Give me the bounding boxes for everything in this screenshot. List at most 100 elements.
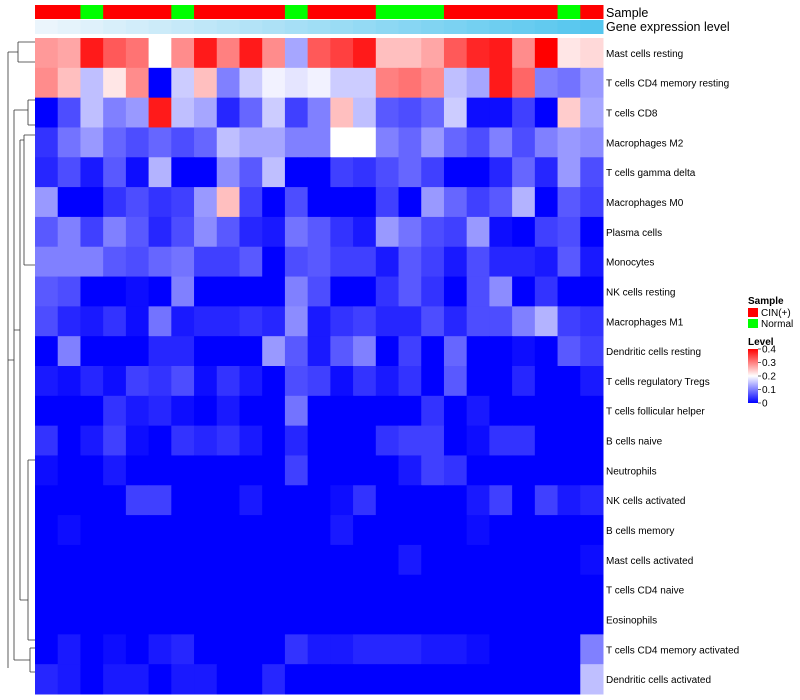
heatmap-cell (580, 67, 604, 99)
heatmap-cell (330, 157, 354, 188)
heatmap-cell (557, 366, 581, 397)
heatmap-cell (489, 366, 513, 397)
heatmap-cell (375, 216, 400, 248)
heatmap-cell (216, 574, 240, 606)
sample-track-cell (534, 5, 559, 19)
heatmap-cell (148, 395, 172, 427)
heatmap-cell (171, 216, 195, 248)
heatmap-cell (307, 574, 331, 606)
dendrogram-branch (14, 99, 35, 126)
heatmap-cell (534, 38, 559, 69)
heatmap-cell (262, 604, 286, 635)
heatmap-cell (262, 515, 286, 546)
heatmap-cell (171, 67, 195, 99)
heatmap-cell (171, 97, 195, 128)
heatmap-cell (216, 395, 240, 427)
heatmap-cell (171, 425, 195, 456)
heatmap-cell (443, 97, 468, 128)
heatmap-cell (307, 246, 331, 278)
heatmap-cell (330, 187, 354, 218)
heatmap-cell (57, 515, 81, 546)
heatmap-cell (443, 38, 468, 69)
heatmap-cell (489, 664, 513, 695)
heatmap-cell (398, 187, 422, 218)
heatmap-cell (489, 216, 513, 248)
heatmap-cell (466, 127, 490, 158)
heatmap-cell (262, 276, 286, 307)
heatmap-cell (557, 97, 581, 128)
colorbar-tick-label: 0.4 (762, 345, 776, 356)
expression-track-cell (216, 20, 240, 34)
heatmap-cell (330, 366, 354, 397)
heatmap-cell (171, 157, 195, 188)
heatmap-cell (103, 515, 127, 546)
heatmap-cell (466, 515, 490, 546)
expression-track-cell (557, 20, 581, 34)
heatmap-cell (216, 485, 240, 516)
heatmap-cell (239, 97, 263, 128)
heatmap-cell (262, 366, 286, 397)
heatmap-cell (284, 306, 309, 337)
heatmap-cell (534, 336, 559, 367)
heatmap-cell (148, 485, 172, 516)
dendrogram-branch (20, 459, 35, 641)
heatmap-cell (398, 485, 422, 516)
heatmap-cell (148, 97, 172, 128)
heatmap-cell (375, 664, 400, 695)
heatmap-cell (171, 634, 195, 665)
heatmap-cell (103, 67, 127, 99)
sample-track-cell (148, 5, 172, 19)
heatmap-cell (512, 455, 536, 486)
heatmap-cell (398, 276, 422, 307)
heatmap-cell (125, 276, 150, 307)
heatmap-cell (580, 485, 604, 516)
heatmap-cell (466, 485, 490, 516)
sample-track-cell (80, 5, 104, 19)
heatmap-cell (194, 455, 218, 486)
heatmap-cell (262, 157, 286, 188)
heatmap-cell (239, 574, 263, 606)
heatmap-cell (148, 187, 172, 218)
heatmap-cell (466, 67, 490, 99)
heatmap-cell (330, 127, 354, 158)
heatmap-cell (194, 157, 218, 188)
heatmap-cell (353, 604, 377, 635)
expression-track-cell (512, 20, 536, 34)
heatmap-cell (194, 306, 218, 337)
expression-annotation-track (35, 20, 604, 34)
heatmap-cell (534, 366, 559, 397)
row-label: NK cells resting (606, 288, 675, 299)
heatmap-cell (148, 664, 172, 695)
heatmap-cell (148, 246, 172, 278)
heatmap-cell (307, 425, 331, 456)
heatmap-cell (171, 395, 195, 427)
expression-track-cell (421, 20, 445, 34)
heatmap-cell (171, 336, 195, 367)
heatmap-cell (353, 127, 377, 158)
heatmap-cell (512, 157, 536, 188)
heatmap-cell (125, 127, 150, 158)
heatmap-cell (353, 67, 377, 99)
heatmap-cell (398, 246, 422, 278)
heatmap-cell (307, 38, 331, 69)
heatmap-cell (103, 634, 127, 665)
heatmap-cell (239, 187, 263, 218)
heatmap-cell (534, 425, 559, 456)
heatmap-cell (398, 157, 422, 188)
heatmap-cell (489, 634, 513, 665)
heatmap-cell (103, 574, 127, 606)
heatmap-cell (353, 634, 377, 665)
heatmap-cell (262, 127, 286, 158)
heatmap-cell (557, 604, 581, 635)
heatmap-cell (148, 366, 172, 397)
heatmap-cell (375, 544, 400, 576)
heatmap-cell (421, 187, 445, 218)
heatmap-cell (35, 485, 59, 516)
sample-track-cell (307, 5, 331, 19)
heatmap-cell (148, 574, 172, 606)
heatmap-cell (125, 664, 150, 695)
sample-track-cell (557, 5, 581, 19)
heatmap-cell (307, 634, 331, 665)
row-label: T cells regulatory Tregs (606, 377, 710, 388)
heatmap-cell (466, 187, 490, 218)
